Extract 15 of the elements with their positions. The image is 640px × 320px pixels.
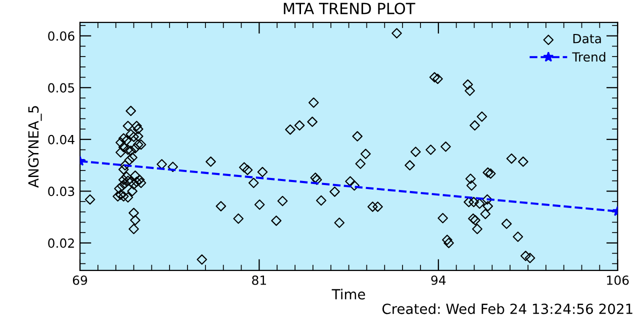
x-tick-label: 106: [607, 275, 629, 285]
text: Created: Wed Feb 24 13:24:56 2021: [382, 303, 632, 314]
y-tick-label: 0.05: [48, 83, 74, 93]
x-axis-title: Time: [332, 288, 366, 300]
x-tick-label: 94: [431, 275, 446, 285]
x-tick-label: 69: [72, 275, 88, 285]
chart-title: MTA TREND PLOT: [284, 2, 416, 14]
y-tick-label: 0.04: [48, 134, 74, 144]
y-tick-label: 0.02: [48, 238, 74, 248]
legend-label: Data: [573, 34, 601, 44]
y-tick-label: 0.03: [48, 186, 74, 196]
y-tick-label: 0.06: [48, 31, 74, 41]
y-axis-title: ANGYNEA_5: [28, 106, 42, 188]
legend-label: Trend: [572, 52, 606, 62]
x-tick-label: 81: [252, 275, 266, 285]
